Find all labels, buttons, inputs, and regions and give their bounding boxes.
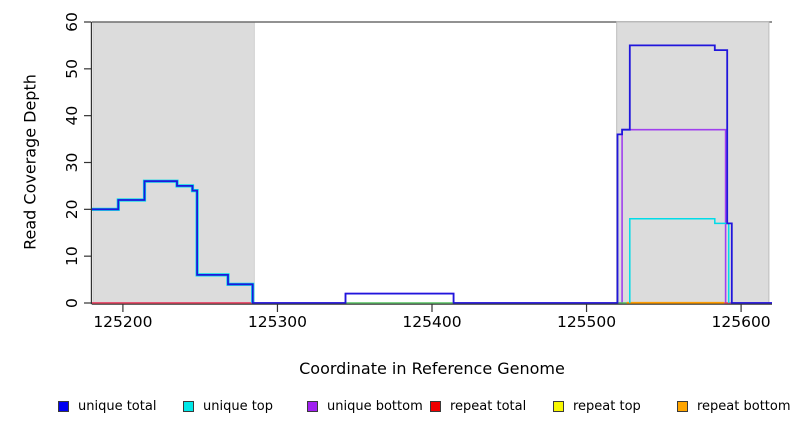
x-tick-label: 125500	[557, 313, 616, 331]
y-tick-label: 50	[63, 59, 81, 79]
x-tick-label: 125200	[93, 313, 152, 331]
y-tick-label: 20	[63, 199, 81, 219]
series-unique-top-path1	[629, 217, 730, 303]
y-tick-label: 10	[63, 246, 81, 266]
y-tick-label: 30	[63, 153, 81, 173]
x-tick-label: 125600	[712, 313, 771, 331]
y-axis-title: Read Coverage Depth	[20, 74, 40, 250]
series-unique-total-path0	[92, 44, 772, 304]
x-tick-label: 125400	[402, 313, 461, 331]
x-tick-label: 125300	[248, 313, 307, 331]
repeat-region-right	[616, 21, 770, 304]
x-axis-title: Coordinate in Reference Genome	[299, 359, 565, 378]
repeat-region-left	[92, 21, 255, 304]
y-tick-label: 0	[63, 298, 81, 308]
y-tick-label: 40	[63, 106, 81, 126]
y-tick-label: 60	[63, 12, 81, 32]
